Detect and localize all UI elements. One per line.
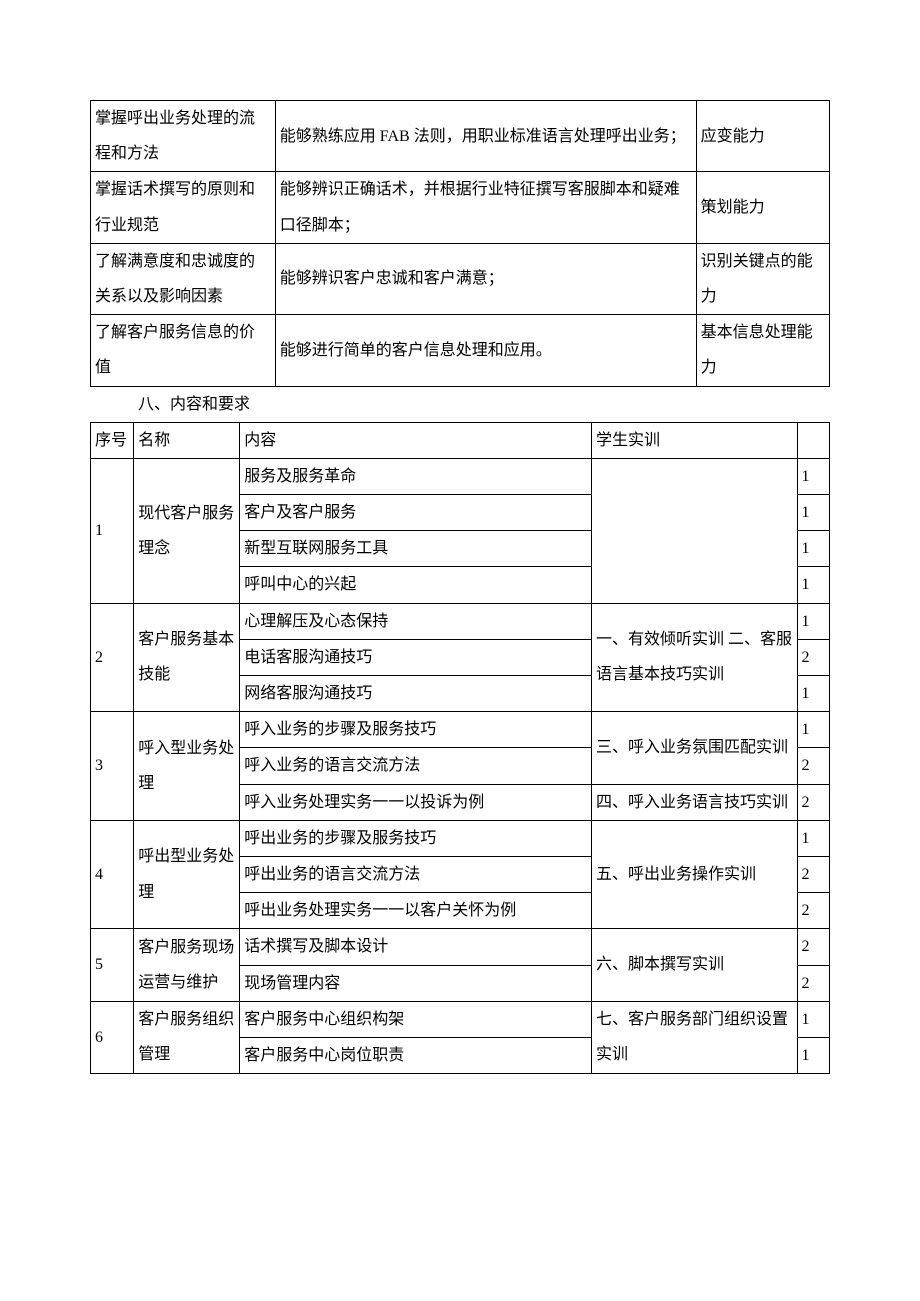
cell-n: 2	[797, 639, 829, 675]
table-row: 掌握话术撰写的原则和行业规范 能够辨识正确话术，并根据行业特征撰写客服脚本和疑难…	[91, 172, 830, 243]
cell-n: 2	[797, 856, 829, 892]
cell-content: 呼出业务的语言交流方法	[240, 856, 592, 892]
header-content: 内容	[240, 422, 592, 458]
cell-knowledge: 掌握呼出业务处理的流程和方法	[91, 101, 276, 172]
cell-practice: 四、呼入业务语言技巧实训	[591, 784, 797, 820]
cell-no: 3	[91, 712, 134, 821]
table-row: 5 客户服务现场运营与维护 话术撰写及脚本设计 六、脚本撰写实训 2	[91, 929, 830, 965]
cell-no: 6	[91, 1001, 134, 1073]
table-row: 2 客户服务基本技能 心理解压及心态保持 一、有效倾听实训 二、客服语言基本技巧…	[91, 603, 830, 639]
cell-quality: 基本信息处理能力	[696, 315, 829, 386]
cell-content: 客户服务中心组织构架	[240, 1001, 592, 1037]
cell-content: 呼入业务处理实务一一以投诉为例	[240, 784, 592, 820]
cell-content: 呼入业务的步骤及服务技巧	[240, 712, 592, 748]
cell-practice: 七、客户服务部门组织设置实训	[591, 1001, 797, 1073]
section-title: 八、内容和要求	[90, 387, 830, 422]
cell-n: 1	[797, 676, 829, 712]
cell-name: 客户服务现场运营与维护	[134, 929, 240, 1001]
cell-n: 1	[797, 712, 829, 748]
cell-no: 1	[91, 458, 134, 603]
cell-practice: 三、呼入业务氛围匹配实训	[591, 712, 797, 784]
cell-content: 呼出业务的步骤及服务技巧	[240, 820, 592, 856]
cell-name: 现代客户服务理念	[134, 458, 240, 603]
cell-n: 2	[797, 748, 829, 784]
header-name: 名称	[134, 422, 240, 458]
cell-practice: 五、呼出业务操作实训	[591, 820, 797, 929]
cell-n: 1	[797, 820, 829, 856]
cell-no: 5	[91, 929, 134, 1001]
cell-content: 客户及客户服务	[240, 495, 592, 531]
table-header-row: 序号 名称 内容 学生实训	[91, 422, 830, 458]
table-row: 6 客户服务组织管理 客户服务中心组织构架 七、客户服务部门组织设置实训 1	[91, 1001, 830, 1037]
cell-n: 2	[797, 893, 829, 929]
cell-content: 呼叫中心的兴起	[240, 567, 592, 603]
cell-no: 4	[91, 820, 134, 929]
cell-n: 1	[797, 567, 829, 603]
cell-ability: 能够进行简单的客户信息处理和应用。	[275, 315, 696, 386]
cell-content: 现场管理内容	[240, 965, 592, 1001]
cell-name: 客户服务基本技能	[134, 603, 240, 712]
cell-practice: 一、有效倾听实训 二、客服语言基本技巧实训	[591, 603, 797, 712]
cell-n: 1	[797, 1037, 829, 1073]
cell-practice	[591, 458, 797, 603]
cell-n: 1	[797, 1001, 829, 1037]
cell-content: 呼出业务处理实务一一以客户关怀为例	[240, 893, 592, 929]
table-row: 了解满意度和忠诚度的关系以及影响因素 能够辨识客户忠诚和客户满意； 识别关键点的…	[91, 243, 830, 314]
cell-quality: 应变能力	[696, 101, 829, 172]
cell-practice: 六、脚本撰写实训	[591, 929, 797, 1001]
header-practice: 学生实训	[591, 422, 797, 458]
cell-quality: 识别关键点的能力	[696, 243, 829, 314]
content-requirement-table: 序号 名称 内容 学生实训 1 现代客户服务理念 服务及服务革命 1 客户及客户…	[90, 422, 830, 1074]
cell-name: 客户服务组织管理	[134, 1001, 240, 1073]
cell-n: 1	[797, 458, 829, 494]
cell-n: 2	[797, 965, 829, 1001]
cell-no: 2	[91, 603, 134, 712]
header-last	[797, 422, 829, 458]
cell-content: 服务及服务革命	[240, 458, 592, 494]
cell-knowledge: 了解客户服务信息的价值	[91, 315, 276, 386]
cell-n: 2	[797, 929, 829, 965]
cell-ability: 能够辨识正确话术，并根据行业特征撰写客服脚本和疑难口径脚本；	[275, 172, 696, 243]
cell-content: 新型互联网服务工具	[240, 531, 592, 567]
cell-content: 客户服务中心岗位职责	[240, 1037, 592, 1073]
table-row: 掌握呼出业务处理的流程和方法 能够熟练应用 FAB 法则，用职业标准语言处理呼出…	[91, 101, 830, 172]
cell-content: 电话客服沟通技巧	[240, 639, 592, 675]
cell-content: 心理解压及心态保持	[240, 603, 592, 639]
cell-name: 呼出型业务处理	[134, 820, 240, 929]
cell-n: 1	[797, 495, 829, 531]
knowledge-ability-table: 掌握呼出业务处理的流程和方法 能够熟练应用 FAB 法则，用职业标准语言处理呼出…	[90, 100, 830, 387]
cell-knowledge: 掌握话术撰写的原则和行业规范	[91, 172, 276, 243]
table-row: 4 呼出型业务处理 呼出业务的步骤及服务技巧 五、呼出业务操作实训 1	[91, 820, 830, 856]
table-row: 3 呼入型业务处理 呼入业务的步骤及服务技巧 三、呼入业务氛围匹配实训 1	[91, 712, 830, 748]
cell-ability: 能够辨识客户忠诚和客户满意；	[275, 243, 696, 314]
cell-quality: 策划能力	[696, 172, 829, 243]
cell-n: 1	[797, 531, 829, 567]
cell-knowledge: 了解满意度和忠诚度的关系以及影响因素	[91, 243, 276, 314]
cell-content: 话术撰写及脚本设计	[240, 929, 592, 965]
table-row: 了解客户服务信息的价值 能够进行简单的客户信息处理和应用。 基本信息处理能力	[91, 315, 830, 386]
cell-content: 呼入业务的语言交流方法	[240, 748, 592, 784]
cell-content: 网络客服沟通技巧	[240, 676, 592, 712]
table-row: 1 现代客户服务理念 服务及服务革命 1	[91, 458, 830, 494]
cell-n: 2	[797, 784, 829, 820]
cell-name: 呼入型业务处理	[134, 712, 240, 821]
header-no: 序号	[91, 422, 134, 458]
cell-n: 1	[797, 603, 829, 639]
cell-ability: 能够熟练应用 FAB 法则，用职业标准语言处理呼出业务；	[275, 101, 696, 172]
